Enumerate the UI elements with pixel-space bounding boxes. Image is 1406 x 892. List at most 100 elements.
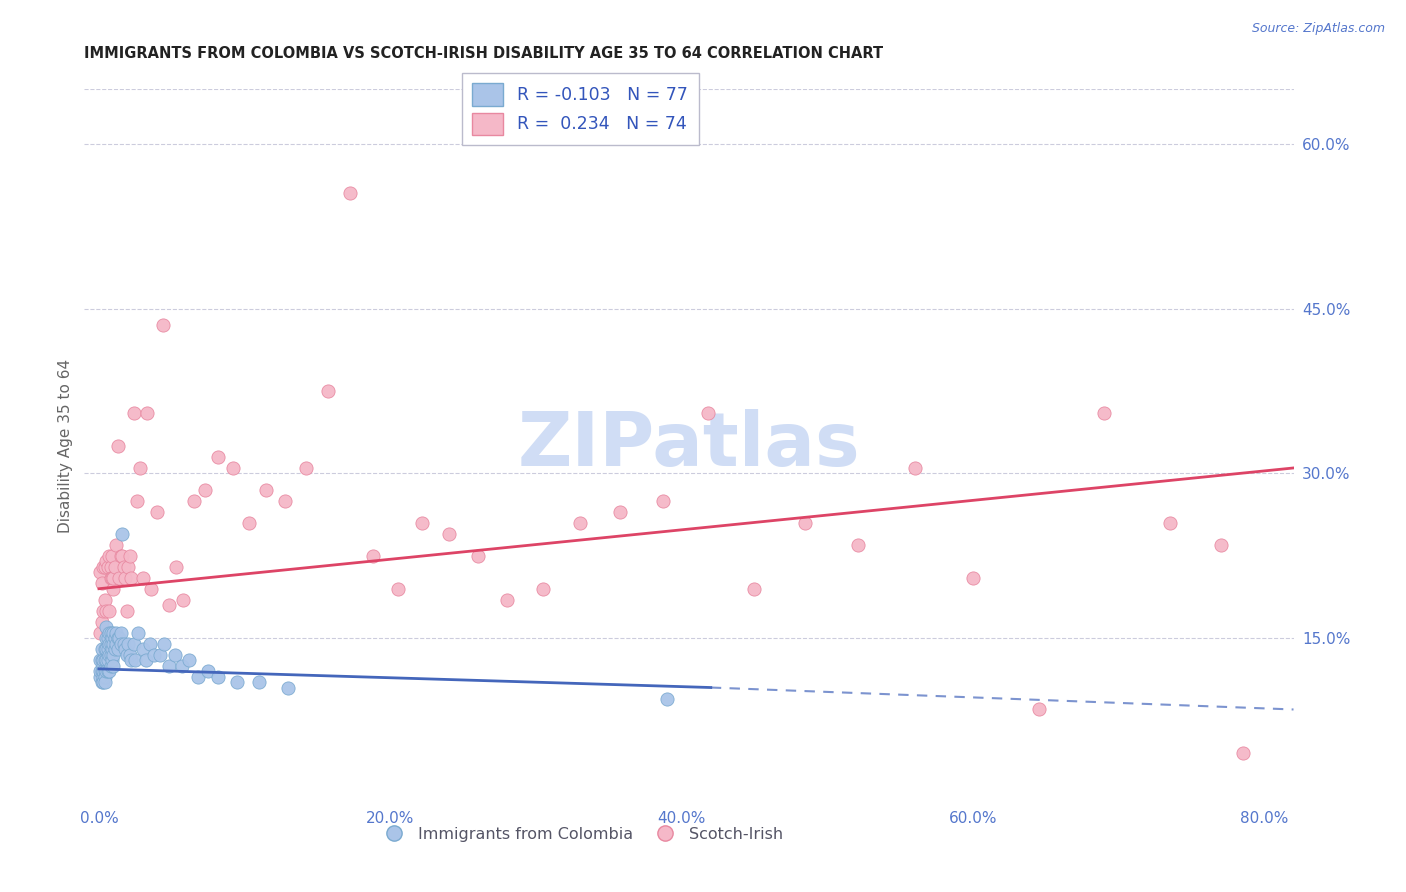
- Point: [97, 653, 120, 667]
- Point: [103, 571, 125, 585]
- Point: [89, 653, 111, 667]
- Point: [1232, 747, 1254, 761]
- Point: [107, 642, 129, 657]
- Point: [94, 592, 117, 607]
- Point: [100, 648, 122, 662]
- Point: [125, 494, 148, 508]
- Point: [96, 631, 118, 645]
- Point: [91, 559, 114, 574]
- Point: [207, 450, 229, 464]
- Point: [277, 681, 299, 695]
- Point: [89, 566, 111, 580]
- Point: [1092, 406, 1115, 420]
- Point: [183, 494, 205, 508]
- Point: [115, 648, 138, 662]
- Point: [96, 554, 118, 568]
- Point: [149, 648, 172, 662]
- Point: [104, 631, 127, 645]
- Point: [152, 318, 174, 333]
- Point: [131, 642, 153, 657]
- Point: [247, 675, 270, 690]
- Point: [128, 461, 150, 475]
- Point: [94, 664, 117, 678]
- Point: [1028, 702, 1050, 716]
- Point: [127, 625, 149, 640]
- Point: [103, 582, 125, 596]
- Point: [387, 582, 409, 596]
- Point: [135, 653, 157, 667]
- Point: [97, 664, 120, 678]
- Point: [111, 526, 134, 541]
- Point: [437, 526, 460, 541]
- Point: [90, 664, 112, 678]
- Point: [98, 604, 121, 618]
- Point: [94, 675, 117, 690]
- Point: [131, 571, 153, 585]
- Point: [105, 637, 128, 651]
- Point: [170, 658, 193, 673]
- Point: [1209, 538, 1232, 552]
- Point: [103, 637, 125, 651]
- Point: [157, 598, 180, 612]
- Point: [98, 648, 121, 662]
- Point: [122, 637, 145, 651]
- Point: [91, 658, 114, 673]
- Point: [100, 658, 122, 673]
- Point: [94, 669, 117, 683]
- Point: [110, 637, 132, 651]
- Point: [90, 615, 112, 629]
- Point: [143, 648, 166, 662]
- Text: ZIPatlas: ZIPatlas: [517, 409, 860, 483]
- Point: [146, 505, 169, 519]
- Point: [115, 604, 138, 618]
- Point: [222, 461, 245, 475]
- Point: [101, 571, 124, 585]
- Y-axis label: Disability Age 35 to 64: Disability Age 35 to 64: [58, 359, 73, 533]
- Point: [339, 186, 361, 201]
- Point: [194, 483, 217, 497]
- Point: [1159, 516, 1181, 530]
- Point: [110, 625, 132, 640]
- Point: [962, 571, 984, 585]
- Point: [256, 483, 278, 497]
- Point: [361, 549, 384, 563]
- Point: [141, 582, 163, 596]
- Point: [90, 653, 112, 667]
- Point: [103, 625, 125, 640]
- Point: [100, 571, 122, 585]
- Point: [108, 571, 131, 585]
- Point: [568, 516, 591, 530]
- Point: [100, 637, 122, 651]
- Point: [609, 505, 631, 519]
- Point: [696, 406, 718, 420]
- Point: [120, 653, 142, 667]
- Point: [107, 439, 129, 453]
- Point: [117, 637, 139, 651]
- Point: [103, 658, 125, 673]
- Point: [274, 494, 297, 508]
- Point: [96, 604, 118, 618]
- Point: [96, 620, 118, 634]
- Point: [97, 642, 120, 657]
- Point: [179, 653, 201, 667]
- Point: [97, 559, 120, 574]
- Point: [744, 582, 766, 596]
- Point: [90, 576, 112, 591]
- Point: [118, 549, 141, 563]
- Point: [120, 571, 142, 585]
- Point: [153, 637, 176, 651]
- Point: [98, 625, 121, 640]
- Point: [655, 691, 678, 706]
- Point: [122, 406, 145, 420]
- Point: [94, 559, 117, 574]
- Point: [411, 516, 433, 530]
- Point: [96, 653, 118, 667]
- Point: [110, 549, 132, 563]
- Point: [107, 631, 129, 645]
- Point: [207, 669, 229, 683]
- Point: [89, 625, 111, 640]
- Point: [105, 538, 128, 552]
- Point: [105, 625, 128, 640]
- Text: Source: ZipAtlas.com: Source: ZipAtlas.com: [1251, 22, 1385, 36]
- Point: [118, 648, 141, 662]
